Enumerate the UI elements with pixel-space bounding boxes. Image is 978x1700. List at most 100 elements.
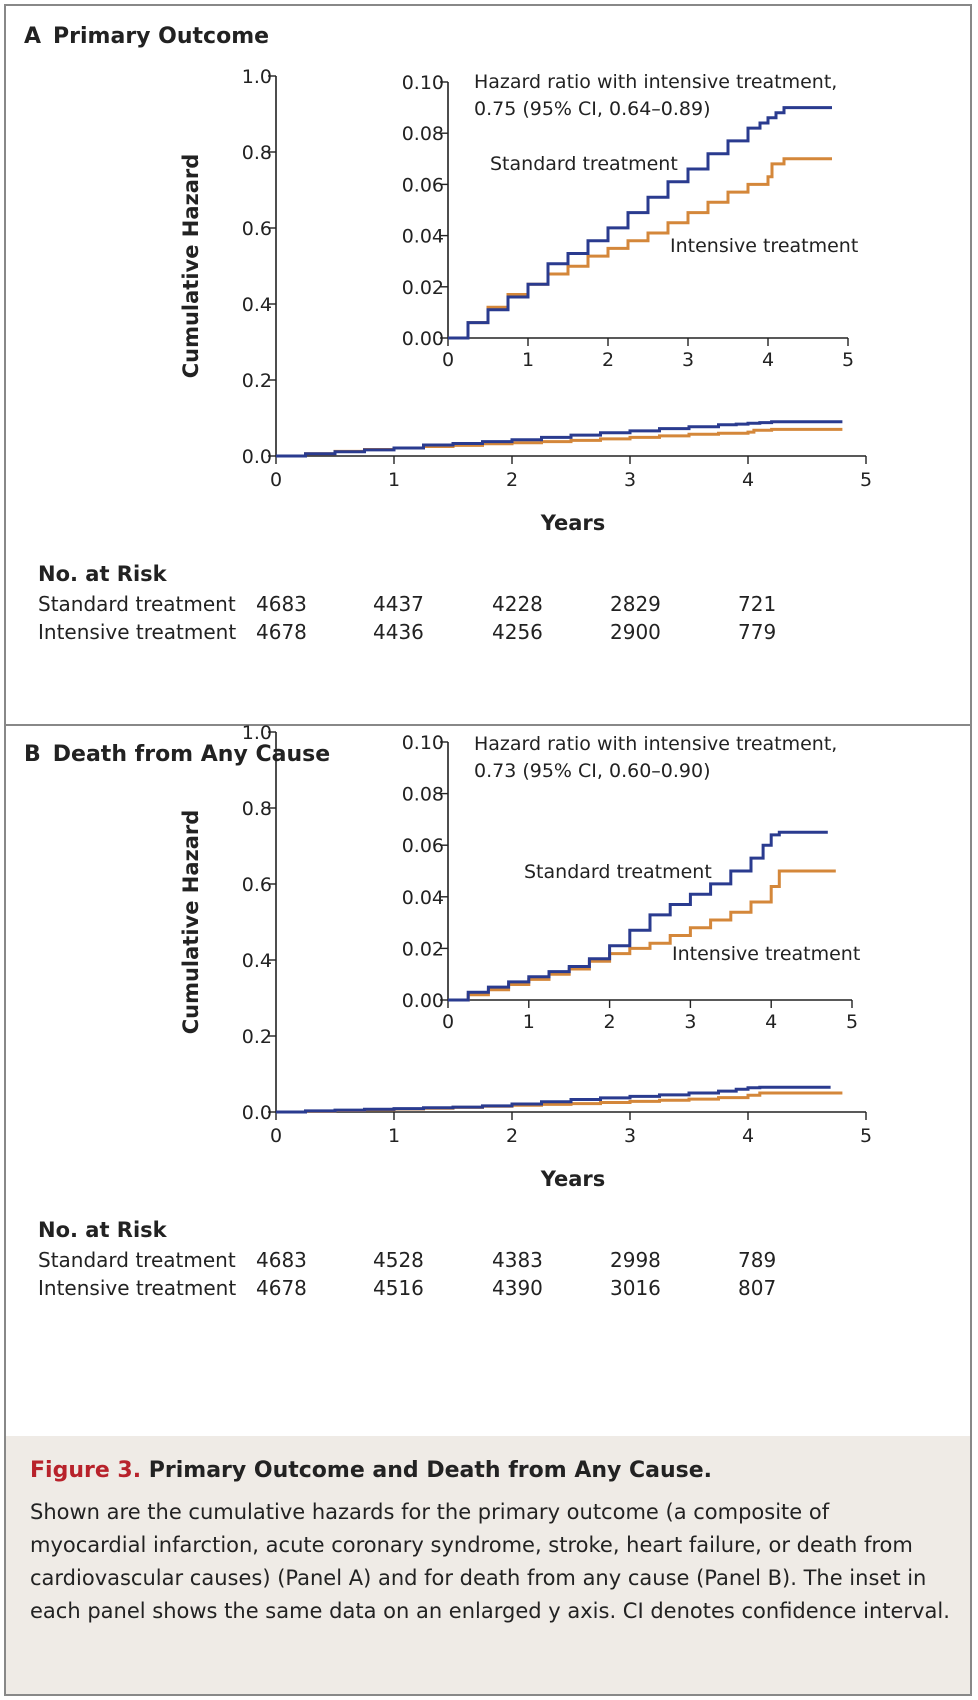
inset-standard-series-line (448, 830, 828, 1002)
risk-cell: 4383 (492, 1248, 543, 1272)
risk-row-label: Intensive treatment (38, 1276, 237, 1300)
y-tick-label: 0.4 (242, 294, 272, 316)
x-tick-label: 2 (506, 469, 518, 491)
risk-cell: 4256 (492, 620, 543, 644)
risk-cell: 3016 (610, 1276, 661, 1300)
risk-cell: 789 (738, 1248, 777, 1272)
panel-b-chart: 0.0 0.2 0.4 0.6 0.8 1.0 0 1 2 3 4 5 Years Cumulative … (179, 722, 872, 1191)
inset-y-tick-label: 0.08 (402, 784, 444, 806)
panel-b-risk-row-intensive: Intensive treatment 4678 4516 4390 3016 … (38, 1276, 938, 1304)
panel-a-title-text: Primary Outcome (53, 24, 270, 49)
inset-x-tick-label: 0 (442, 1011, 454, 1033)
risk-cell: 4436 (373, 620, 424, 644)
risk-cell: 4683 (256, 592, 307, 616)
hazard-ratio-line2: 0.75 (95% CI, 0.64–0.89) (474, 98, 711, 120)
standard-series-line (276, 420, 843, 458)
inset-x-tick-label: 3 (682, 349, 694, 371)
x-axis-title: Years (540, 511, 606, 535)
risk-row-label: Standard treatment (38, 1248, 236, 1272)
panel-b: B Death from Any Cause 0.0 0.2 0.4 0.6 0.8 1.0… (6, 722, 970, 1438)
inset-y-tick-label: 0.04 (402, 887, 444, 909)
caption-body: Shown are the cumulative hazards for the… (30, 1500, 950, 1623)
risk-cell: 4516 (373, 1276, 424, 1300)
inset-x-tick-label: 2 (604, 1011, 616, 1033)
y-tick-label: 0.4 (242, 950, 272, 972)
inset-x-tick-label: 4 (765, 1011, 777, 1033)
inset-y-tick-label: 0.04 (402, 226, 444, 248)
inset-standard-series-line (448, 106, 832, 340)
risk-cell: 4390 (492, 1276, 543, 1300)
caption-title: Figure 3. Primary Outcome and Death from… (30, 1458, 712, 1483)
inset-x-tick-label: 3 (684, 1011, 696, 1033)
inset-x-tick-label: 1 (523, 1011, 535, 1033)
risk-cell: 4678 (256, 620, 307, 644)
y-tick-label: 0.2 (242, 370, 272, 392)
x-tick-label: 0 (270, 1125, 282, 1147)
inset-x-tick-label: 2 (602, 349, 614, 371)
inset-x-tick-label: 0 (442, 349, 454, 371)
inset-y-tick-label: 0.06 (402, 174, 444, 196)
x-tick-label: 3 (624, 1125, 636, 1147)
risk-cell: 4437 (373, 592, 424, 616)
risk-cell: 779 (738, 620, 777, 644)
risk-cell: 4228 (492, 592, 543, 616)
figure-caption: Figure 3. Primary Outcome and Death from… (6, 1436, 970, 1694)
panel-a-chart: 0.0 0.2 0.4 0.6 0.8 1.0 0 1 2 3 4 5 Years Cumulative … (179, 66, 872, 535)
intensive-series-label: Intensive treatment (672, 943, 860, 965)
risk-cell: 2829 (610, 592, 661, 616)
x-tick-label: 3 (624, 469, 636, 491)
inset-intensive-series-line (448, 157, 832, 340)
x-axis-title: Years (540, 1167, 606, 1191)
hazard-ratio-line2: 0.73 (95% CI, 0.60–0.90) (474, 760, 711, 782)
inset-y-tick-label: 0.08 (402, 123, 444, 145)
risk-cell: 4683 (256, 1248, 307, 1272)
inset-y-tick-label: 0.10 (402, 72, 444, 94)
x-tick-label: 4 (742, 469, 754, 491)
panel-b-title-text: Death from Any Cause (52, 742, 331, 767)
x-tick-label: 1 (388, 469, 400, 491)
inset-x-tick-label: 1 (522, 349, 534, 371)
risk-cell: 4528 (373, 1248, 424, 1272)
y-tick-label: 0.6 (242, 218, 272, 240)
y-tick-label: 1.0 (242, 722, 272, 744)
y-tick-label: 1.0 (242, 66, 272, 88)
figure-frame: A Primary Outcome 0.0 0.2 0.4 0.6 0.8 1.0 0 1 2 3 4… (4, 4, 972, 1696)
y-tick-label: 0.6 (242, 874, 272, 896)
standard-series-label: Standard treatment (490, 153, 678, 175)
y-tick-label: 0.2 (242, 1026, 272, 1048)
x-tick-label: 1 (388, 1125, 400, 1147)
inset-y-tick-label: 0.00 (402, 990, 444, 1012)
x-tick-label: 4 (742, 1125, 754, 1147)
panel-a-risk-title: No. at Risk (38, 562, 167, 586)
inset-x-tick-label: 4 (762, 349, 774, 371)
hazard-ratio-line1: Hazard ratio with intensive treatment, (474, 71, 837, 93)
x-tick-label: 5 (860, 1125, 872, 1147)
risk-cell: 2998 (610, 1248, 661, 1272)
inset-intensive-series-line (448, 869, 836, 1002)
risk-cell: 807 (738, 1276, 777, 1300)
panel-b-risk-title: No. at Risk (38, 1218, 167, 1242)
y-axis-title: Cumulative Hazard (179, 810, 203, 1035)
x-tick-label: 5 (860, 469, 872, 491)
panel-b-letter: B (24, 742, 41, 767)
y-tick-label: 0.8 (242, 142, 272, 164)
caption-title-text: Primary Outcome and Death from Any Cause… (148, 1458, 713, 1483)
panel-b-title: B Death from Any Cause (24, 742, 330, 767)
inset-x-tick-label: 5 (846, 1011, 858, 1033)
panel-a-title: A Primary Outcome (24, 24, 269, 49)
inset-y-tick-label: 0.02 (402, 277, 444, 299)
risk-cell: 2900 (610, 620, 661, 644)
inset-y-tick-label: 0.10 (402, 732, 444, 754)
standard-series-label: Standard treatment (524, 861, 712, 883)
y-tick-label: 0.0 (242, 446, 272, 468)
y-tick-label: 0.0 (242, 1102, 272, 1124)
risk-cell: 4678 (256, 1276, 307, 1300)
risk-row-label: Standard treatment (38, 592, 236, 616)
panel-a-risk-row-intensive: Intensive treatment 4678 4436 4256 2900 … (38, 620, 938, 648)
panel-b-risk-row-standard: Standard treatment 4683 4528 4383 2998 7… (38, 1248, 938, 1276)
panel-a-risk-row-standard: Standard treatment 4683 4437 4228 2829 7… (38, 592, 938, 620)
inset-y-tick-label: 0.00 (402, 328, 444, 350)
panel-a: A Primary Outcome 0.0 0.2 0.4 0.6 0.8 1.0 0 1 2 3 4… (6, 6, 970, 726)
panel-a-letter: A (24, 24, 42, 49)
y-axis-title: Cumulative Hazard (179, 154, 203, 379)
